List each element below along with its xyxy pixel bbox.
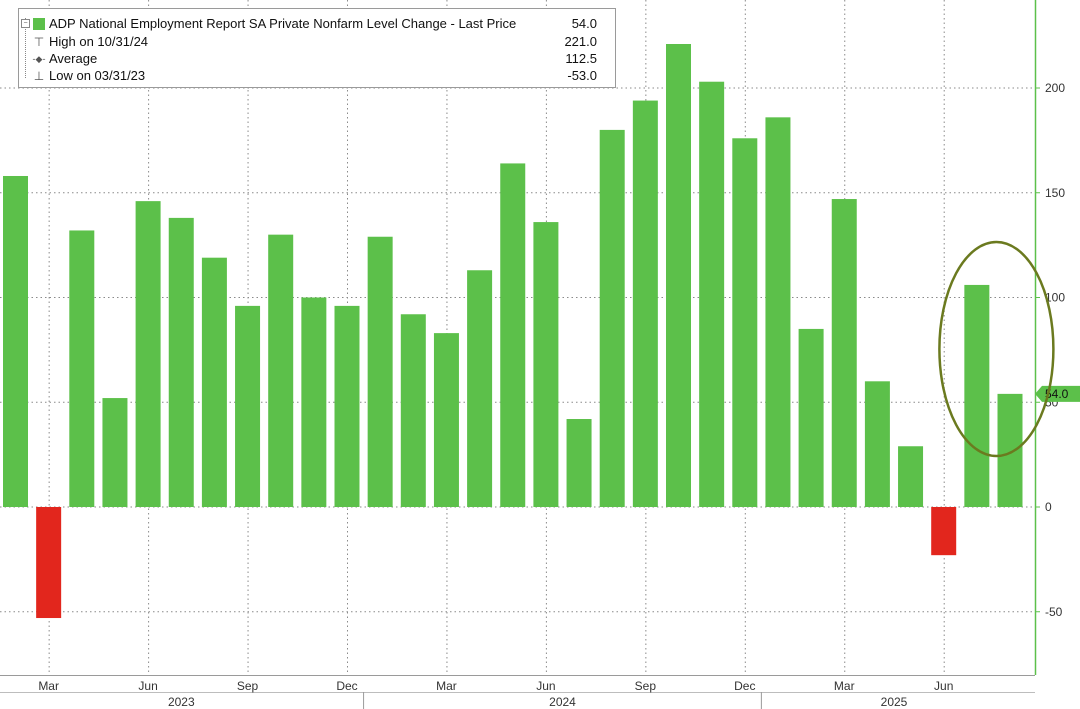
legend-high-label: High on 10/31/24 (49, 34, 149, 49)
bar-2024-08 (599, 129, 625, 507)
bar-2024-05 (500, 163, 526, 508)
legend-title: ADP National Employment Report SA Privat… (49, 16, 517, 31)
bar-2024-07 (566, 419, 592, 507)
bar-2023-09 (235, 305, 261, 507)
last-price-label: 54.0 (1045, 387, 1069, 401)
bar-2025-03 (831, 199, 857, 507)
legend-low-label: Low on 03/31/23 (49, 68, 146, 83)
x-tick-label: Sep (635, 679, 657, 693)
bar-2025-07 (964, 284, 990, 507)
bar-2023-05 (102, 398, 128, 507)
x-tick-label: Sep (237, 679, 259, 693)
legend-high-value: 221.0 (564, 34, 597, 49)
legend-average-label: Average (49, 51, 98, 66)
bar-2025-02 (798, 328, 824, 507)
x-tick-label: Mar (38, 679, 59, 693)
bar-2023-08 (201, 257, 227, 507)
collapse-icon[interactable]: − (21, 19, 30, 28)
legend-low-value: -53.0 (567, 68, 597, 83)
bar-2024-01 (367, 236, 393, 508)
bar-2024-06 (533, 222, 559, 507)
low-marker-icon: ⊥ (33, 69, 45, 83)
bar-2025-01 (765, 117, 791, 507)
bar-2024-09 (632, 100, 658, 507)
y-tick-label: 0 (1045, 500, 1052, 514)
x-tick-label: Jun (536, 679, 555, 693)
bars (3, 44, 1023, 619)
legend-row-low: ⊥ Low on 03/31/23 -53.0 (19, 67, 615, 85)
bar-2023-10 (268, 234, 294, 507)
bar-2023-12 (334, 305, 360, 507)
bar-2023-07 (168, 217, 194, 507)
series-swatch (33, 18, 45, 30)
legend-row-average: -◆- Average 112.5 (19, 50, 615, 68)
bar-2025-04 (864, 381, 890, 507)
bar-2025-06 (931, 507, 957, 556)
x-tick-label: Jun (934, 679, 953, 693)
highlight-ellipse (938, 240, 1055, 458)
bar-2023-02 (3, 175, 28, 508)
bar-2023-04 (69, 230, 95, 507)
x-tick-label: Mar (436, 679, 457, 693)
bar-2024-04 (467, 270, 493, 507)
bar-2024-02 (400, 314, 426, 507)
high-marker-icon: ⊤ (33, 35, 45, 49)
y-tick-label: 200 (1045, 81, 1065, 95)
bar-2024-11 (699, 81, 725, 508)
legend-average-value: 112.5 (565, 51, 597, 66)
y-tick-label: -50 (1045, 605, 1063, 619)
average-marker-icon: -◆- (32, 54, 46, 64)
legend-row-high: ⊤ High on 10/31/24 221.0 (19, 33, 615, 51)
legend-row-main: − ADP National Employment Report SA Priv… (19, 15, 615, 33)
year-label: 2024 (549, 695, 576, 709)
annotations: 54.0 (938, 240, 1080, 458)
chart-legend: − ADP National Employment Report SA Priv… (18, 8, 616, 88)
x-tick-label: Dec (336, 679, 357, 693)
bar-2023-11 (301, 297, 327, 507)
legend-last-value: 54.0 (571, 16, 597, 31)
bar-2023-06 (135, 201, 161, 507)
bar-2024-03 (433, 333, 459, 507)
year-label: 2025 (881, 695, 908, 709)
bar-2024-12 (732, 138, 758, 507)
x-tick-label: Jun (138, 679, 157, 693)
y-tick-label: 150 (1045, 186, 1065, 200)
bar-2025-05 (898, 446, 924, 507)
x-tick-label: Mar (834, 679, 855, 693)
bar-2023-03 (36, 507, 62, 619)
year-label: 2023 (168, 695, 195, 709)
y-tick-label: 100 (1045, 291, 1065, 305)
x-tick-label: Dec (734, 679, 755, 693)
legend-tree-line (25, 18, 27, 78)
bar-2025-08 (997, 393, 1023, 507)
bar-2024-10 (666, 44, 691, 507)
